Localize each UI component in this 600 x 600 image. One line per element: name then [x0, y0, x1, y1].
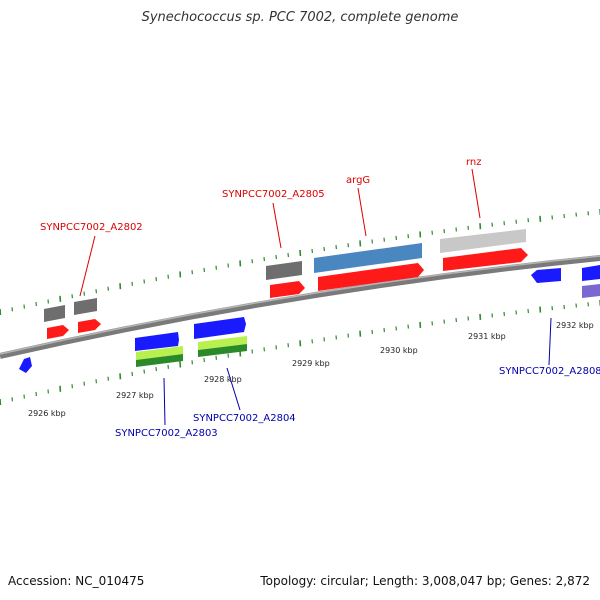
gene-gray-1[interactable] [44, 305, 65, 322]
genome-stats-text: Topology: circular; Length: 3,008,047 bp… [260, 574, 590, 588]
gene-blue-a2803[interactable] [135, 332, 179, 351]
gene-blue-a2808[interactable] [531, 268, 561, 283]
leader-argG [357, 187, 367, 237]
gene-blue-left[interactable] [19, 357, 32, 373]
gene-gray-2[interactable] [74, 298, 97, 315]
gene-argG-blue[interactable] [314, 243, 422, 273]
leader-a2802 [79, 235, 96, 297]
gene-lime-a2803[interactable] [136, 346, 183, 360]
genome-backbone [0, 255, 600, 359]
leader-a2808 [548, 317, 552, 366]
accession-text: Accession: NC_010475 [8, 574, 145, 588]
scale-label: 2929 kbp [292, 359, 330, 368]
scale-label: 2931 kbp [468, 332, 506, 341]
outer-tick-row [0, 209, 600, 316]
scale-label: 2926 kbp [28, 409, 66, 418]
scale-label: 2927 kbp [116, 391, 154, 400]
label-a2802[interactable]: SYNPCC7002_A2802 [40, 222, 143, 233]
gene-green-a2803[interactable] [136, 354, 183, 367]
scale-label: 2932 kbp [556, 321, 594, 330]
gene-red-2[interactable] [78, 319, 101, 333]
map-title: Synechococcus sp. PCC 7002, complete gen… [141, 10, 459, 25]
gene-blue-a2804[interactable] [194, 317, 246, 339]
gene-rnz-red[interactable] [443, 248, 528, 271]
gene-green-a2804[interactable] [198, 344, 247, 357]
scale-label: 2930 kbp [380, 346, 418, 355]
label-a2803[interactable]: SYNPCC7002_A2803 [115, 428, 218, 439]
scale-label: 2928 kbp [204, 375, 242, 384]
label-a2805[interactable]: SYNPCC7002_A2805 [222, 189, 325, 200]
gene-red-a2805[interactable] [270, 281, 305, 298]
gene-rnz-lightgray[interactable] [440, 229, 526, 253]
leader-rnz [471, 168, 481, 219]
label-a2808[interactable]: SYNPCC7002_A2808 [499, 366, 600, 377]
gene-lime-a2804[interactable] [198, 336, 247, 350]
label-argG[interactable]: argG [346, 175, 370, 186]
leader-a2803 [163, 377, 166, 426]
leader-a2805 [272, 202, 282, 249]
leader-a2804 [226, 367, 241, 411]
genome-backbone-highlight [0, 255, 600, 355]
inner-tick-row [0, 300, 600, 406]
gene-argG-red[interactable] [318, 263, 424, 291]
gene-purple-right[interactable] [582, 284, 600, 298]
label-a2804[interactable]: SYNPCC7002_A2804 [193, 413, 296, 424]
gene-blue-right[interactable] [582, 265, 600, 281]
gene-red-1[interactable] [47, 325, 69, 339]
label-rnz[interactable]: rnz [466, 157, 482, 168]
gene-gray-a2805[interactable] [266, 261, 302, 280]
